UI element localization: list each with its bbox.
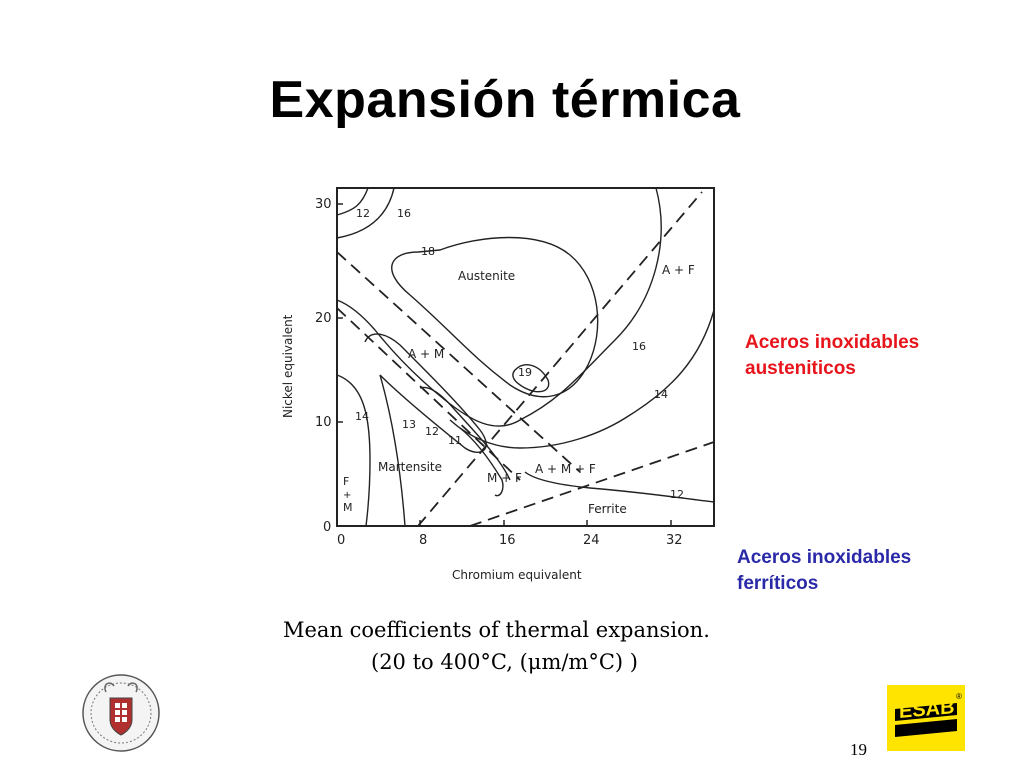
contour-label-19: 19 bbox=[518, 366, 532, 379]
page-number: 19 bbox=[850, 740, 867, 759]
region-f: F bbox=[343, 475, 349, 488]
ferritic-steels-note: Aceros inoxidables ferríticos bbox=[737, 545, 911, 597]
y-axis-label: Nickel equivalent bbox=[281, 314, 295, 418]
contour-label-18: 18 bbox=[421, 245, 435, 258]
austenitic-steels-note: Aceros inoxidables austeniticos bbox=[745, 330, 919, 382]
x-tick-24: 24 bbox=[583, 533, 600, 548]
esab-logo: ESAB ® bbox=[887, 685, 965, 751]
region-a-m-f: A + M + F bbox=[535, 462, 596, 476]
contour-label-12-top: 12 bbox=[356, 207, 370, 220]
university-seal-icon bbox=[82, 674, 160, 752]
region-austenite: Austenite bbox=[458, 269, 515, 283]
x-tick-8: 8 bbox=[419, 533, 427, 548]
region-martensite: Martensite bbox=[378, 460, 442, 474]
contour-label-11: 11 bbox=[448, 434, 462, 447]
region-a-plus-m: A + M bbox=[408, 347, 444, 361]
phase-boundaries bbox=[336, 191, 715, 527]
region-f-plus: + bbox=[343, 490, 351, 501]
contour-label-14-left: 14 bbox=[355, 410, 369, 423]
contour-label-13: 13 bbox=[402, 418, 416, 431]
esab-logo-text: ESAB bbox=[899, 696, 955, 723]
x-axis-label: Chromium equivalent bbox=[452, 568, 582, 582]
y-tick-30: 30 bbox=[315, 197, 332, 212]
ferritic-note-line1: Aceros inoxidables bbox=[737, 547, 912, 568]
region-ferrite: Ferrite bbox=[588, 502, 627, 516]
contour-label-12-right: 12 bbox=[670, 488, 684, 501]
esab-registered-mark: ® bbox=[956, 692, 962, 701]
slide-title: Expansión térmica bbox=[269, 71, 741, 129]
contour-label-16-right: 16 bbox=[632, 340, 646, 353]
region-f-m: M bbox=[343, 501, 353, 514]
expansion-contours bbox=[336, 187, 715, 527]
austenitic-note-line1: Aceros inoxidables bbox=[745, 332, 920, 353]
contour-label-16-top: 16 bbox=[397, 207, 411, 220]
x-tick-16: 16 bbox=[499, 533, 516, 548]
ferritic-note-line2: ferríticos bbox=[737, 573, 819, 594]
x-tick-0: 0 bbox=[337, 533, 345, 548]
schaeffler-expansion-diagram: Nickel equivalent Chromium equivalent 30… bbox=[281, 187, 715, 582]
y-tick-0: 0 bbox=[323, 520, 331, 535]
plot-frame bbox=[336, 187, 715, 527]
x-tick-32: 32 bbox=[666, 533, 683, 548]
y-tick-10: 10 bbox=[315, 415, 332, 430]
region-a-plus-f: A + F bbox=[662, 263, 695, 277]
contour-label-12-mid: 12 bbox=[425, 425, 439, 438]
austenitic-note-line2: austeniticos bbox=[745, 358, 856, 379]
y-tick-20: 20 bbox=[315, 311, 332, 326]
region-m-plus-f: M + F bbox=[487, 471, 522, 485]
caption-line1: Mean coefficients of thermal expansion. bbox=[283, 618, 710, 642]
caption-line2: (20 to 400°C, (μm/m°C) ) bbox=[371, 650, 638, 674]
diagram-caption: Mean coefficients of thermal expansion. … bbox=[283, 614, 710, 678]
contour-label-14-right: 14 bbox=[654, 388, 668, 401]
